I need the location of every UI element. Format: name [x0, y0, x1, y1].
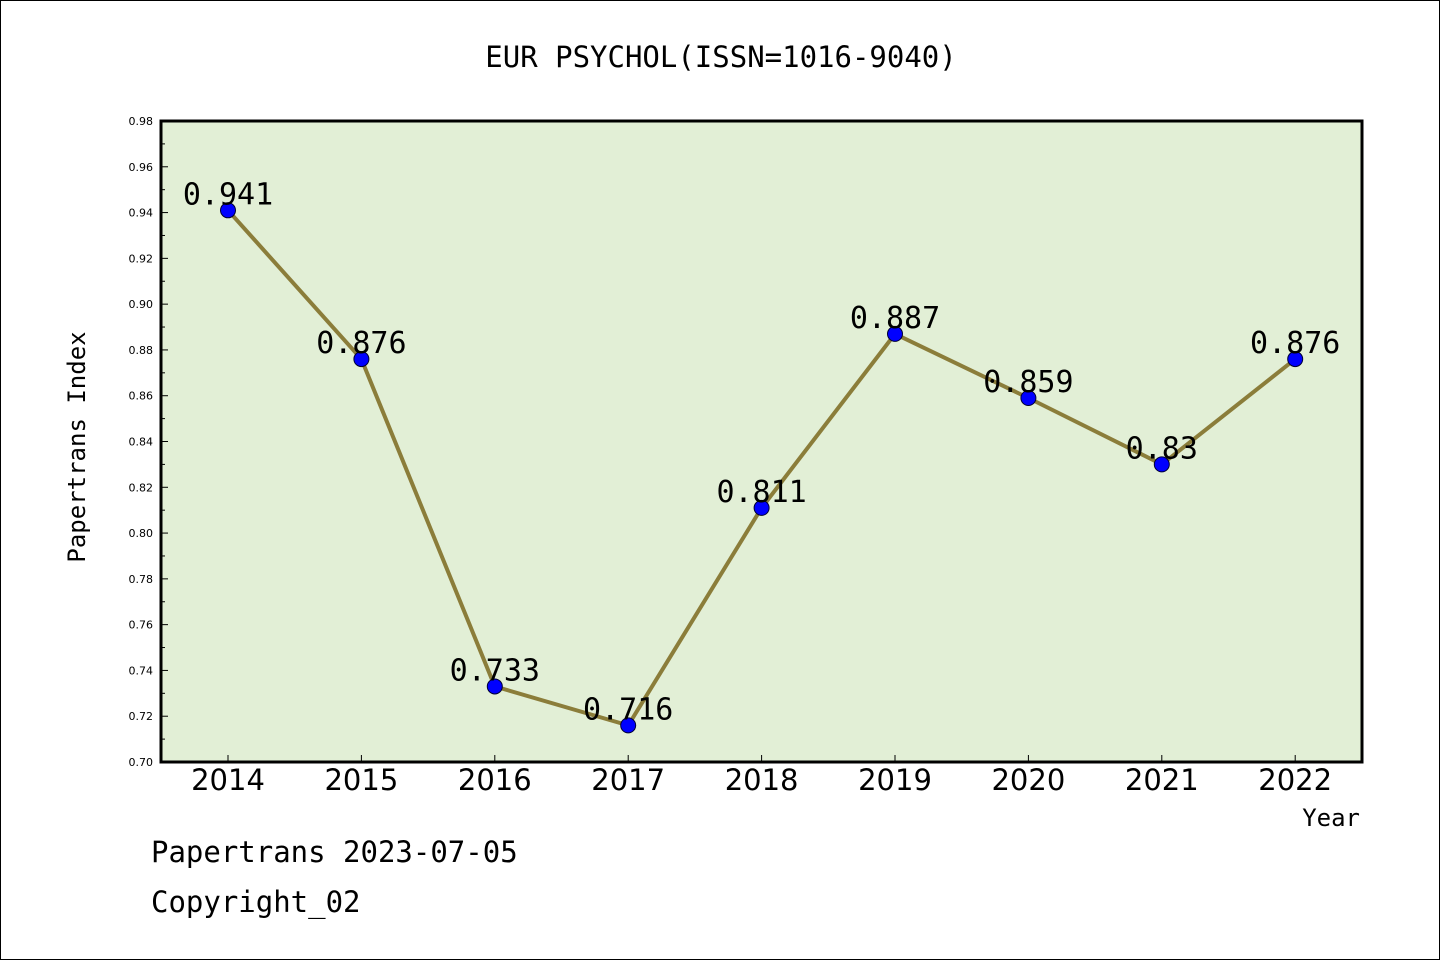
y-tick-label: 0.88: [129, 344, 154, 357]
data-point: [353, 351, 370, 368]
data-point: [1153, 456, 1170, 473]
y-tick-label: 0.76: [129, 619, 154, 632]
x-tick-label: 2020: [991, 763, 1065, 797]
data-point: [1020, 390, 1037, 407]
data-label: 0.716: [583, 692, 673, 727]
data-label: 0.876: [316, 326, 406, 361]
x-tick-label: 2021: [1125, 763, 1199, 797]
y-tick-label: 0.84: [129, 436, 154, 449]
x-axis: 2014 2015 2016 2017 2018 2019 2020 2021 2022: [191, 755, 1332, 797]
plot-area: [161, 121, 1362, 762]
y-tick-label: 0.74: [129, 664, 154, 677]
footer-date: Papertrans 2023-07-05: [151, 835, 518, 869]
data-point: [887, 325, 903, 342]
footer-copyright: Copyright_02: [151, 885, 361, 919]
chart-title: EUR PSYCHOL(ISSN=1016-9040): [485, 40, 956, 74]
series-group: 0.941 0.876 0.733 0.716 0.811 0.887 0.859 0.83 0…: [183, 177, 1340, 734]
data-label: 0.859: [983, 365, 1073, 400]
data-label: 0.887: [850, 301, 940, 336]
x-tick-label: 2018: [725, 763, 799, 797]
x-axis-label: Year: [1302, 804, 1360, 832]
y-tick-label: 0.86: [129, 390, 154, 403]
data-label: 0.876: [1250, 326, 1340, 361]
data-point: [620, 717, 637, 734]
data-label: 0.941: [183, 177, 273, 212]
data-label: 0.811: [716, 475, 806, 510]
data-label: 0.733: [450, 653, 540, 688]
y-tick-label: 0.80: [129, 527, 154, 540]
y-tick-label: 0.98: [129, 115, 154, 128]
x-tick-label: 2015: [324, 763, 398, 797]
data-point: [753, 499, 770, 516]
x-tick-label: 2014: [191, 763, 265, 797]
x-tick-label: 2022: [1258, 763, 1332, 797]
y-tick-label: 0.96: [129, 161, 154, 174]
y-axis-label: Papertrans Index: [63, 331, 91, 562]
y-axis: 0.70 0.72 0.74 0.76 0.78 0.80 0.82 0.84 0.86 0.88…: [129, 115, 168, 769]
y-tick-label: 0.72: [129, 710, 154, 723]
y-tick-label: 0.82: [129, 481, 154, 494]
y-tick-label: 0.92: [129, 252, 154, 265]
x-tick-label: 2019: [858, 763, 932, 797]
y-tick-label: 0.94: [129, 207, 154, 220]
y-tick-label: 0.78: [129, 573, 154, 586]
data-label: 0.83: [1126, 431, 1198, 466]
x-tick-label: 2016: [458, 763, 532, 797]
data-point: [220, 202, 236, 219]
data-point: [486, 678, 503, 695]
data-point: [1287, 351, 1304, 368]
plot-border: [159, 119, 1364, 764]
y-tick-label: 0.90: [129, 298, 154, 311]
x-tick-label: 2017: [591, 763, 665, 797]
y-tick-label: 0.70: [129, 756, 154, 769]
